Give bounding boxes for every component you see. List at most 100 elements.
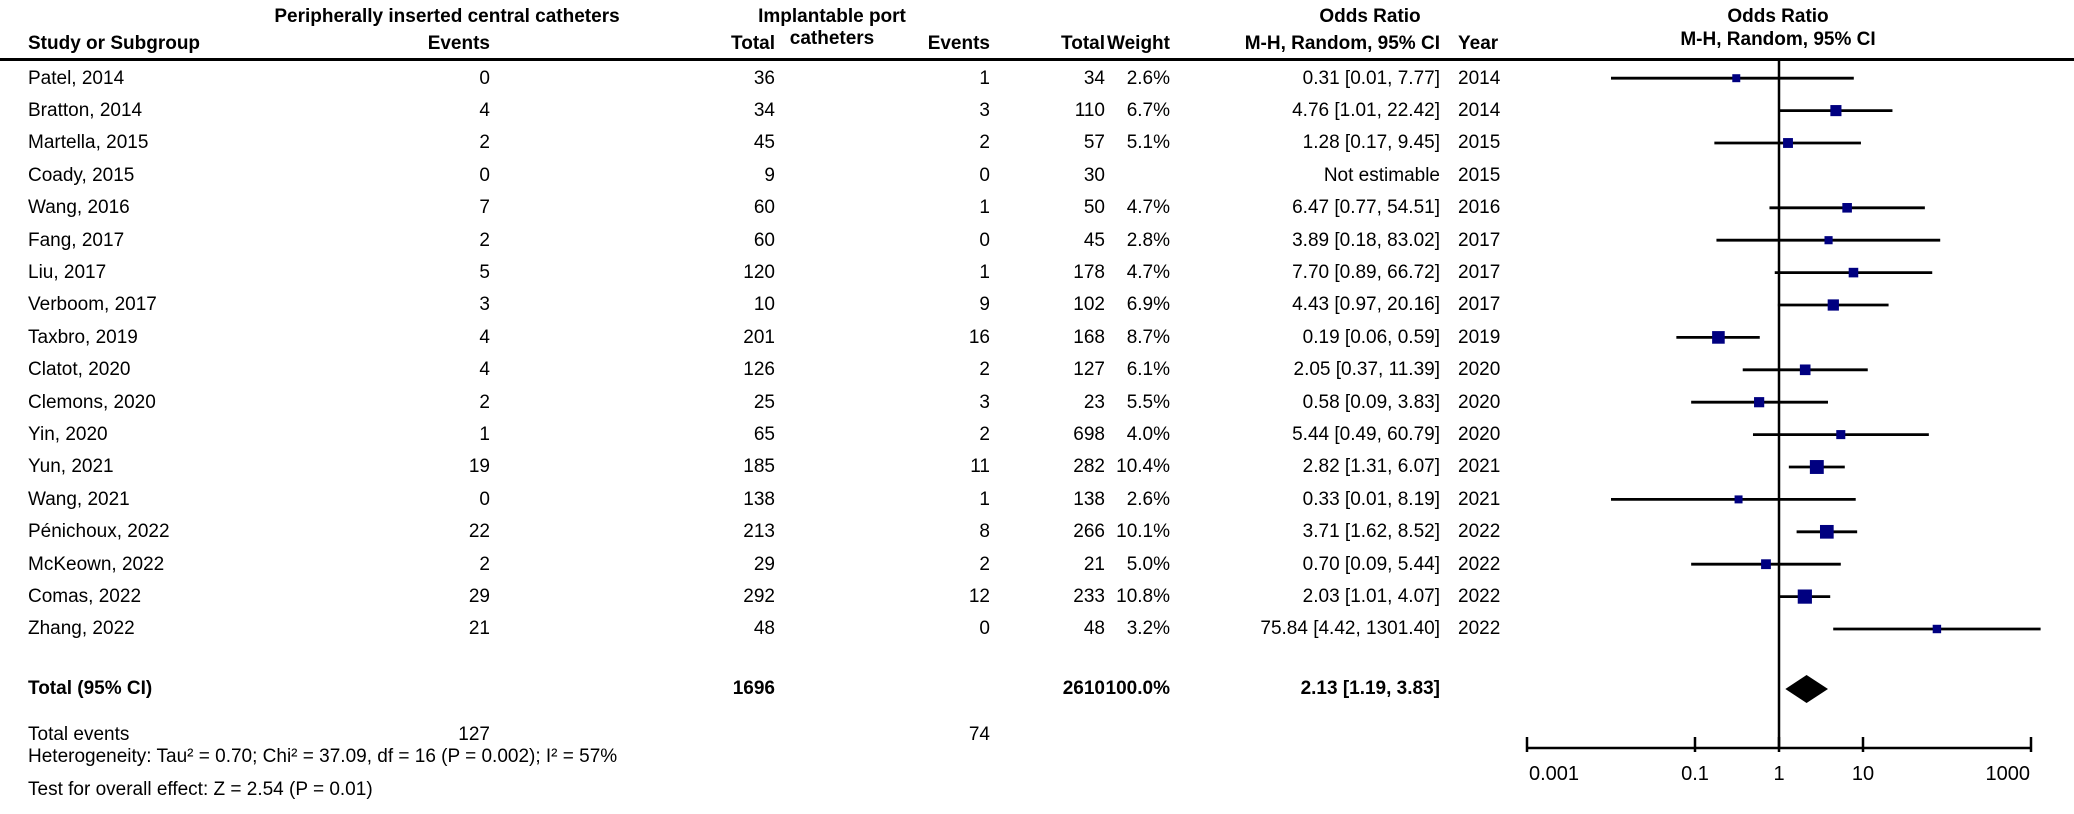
or-ci-cell: 0.19 [0.06, 0.59] [1302,326,1440,348]
year-cell: 2021 [1458,488,1501,510]
year-cell: 2017 [1458,261,1501,283]
or-marker [1734,495,1743,504]
study-name: Yin, 2020 [28,423,108,445]
study-row: Yun, 2021 19 185 11 282 10.4% 2.82 [1.31, 6.07… [0,451,1518,484]
study-row: Zhang, 2022 21 48 0 48 3.2% 75.84 [4.42, 1301.… [0,613,1518,646]
study-name: Zhang, 2022 [28,618,135,640]
or-marker [1827,299,1839,311]
study-row: Taxbro, 2019 4 201 16 168 8.7% 0.19 [0.06, 0.5… [0,321,1518,354]
or-marker [1830,105,1842,117]
port-total-cell: 34 [1083,67,1105,89]
weight-cell: 4.7% [1126,261,1170,283]
picc-events-cell: 29 [468,585,490,607]
picc-events-cell: 4 [479,99,490,121]
study-name: Comas, 2022 [28,585,142,607]
study-row: Clatot, 2020 4 126 2 127 6.1% 2.05 [0.37, 11.3… [0,354,1518,387]
axis-tick-label: 0.001 [1529,763,1579,785]
col-header-mh-ci: M-H, Random, 95% CI [1244,32,1440,54]
or-marker [1824,236,1833,245]
study-row: McKeown, 2022 2 29 2 21 5.0% 0.70 [0.09, 5.44]… [0,548,1518,581]
port-events-cell: 1 [979,67,990,89]
picc-total-cell: 126 [743,359,775,381]
year-cell: 2021 [1458,456,1501,478]
weight-cell: 8.7% [1126,326,1170,348]
port-total-cell: 282 [1073,456,1105,478]
port-events-cell: 2 [979,132,990,154]
study-row: Coady, 2015 0 9 0 30 Not estimable 2015 [0,159,1518,192]
port-total-cell: 178 [1073,261,1105,283]
or-ci-cell: 0.58 [0.09, 3.83] [1302,391,1440,413]
weight-cell: 3.2% [1126,618,1170,640]
study-name: Bratton, 2014 [28,99,143,121]
odds-ratio-header-left: Odds Ratio [1319,6,1421,27]
col-header-picc-total: Total [731,32,775,54]
port-total-cell: 110 [1074,99,1105,121]
year-cell: 2020 [1458,391,1501,413]
total-label: Total (95% CI) [28,677,153,699]
or-marker [1712,331,1725,344]
weight-cell: 2.6% [1126,488,1170,510]
port-events-cell: 3 [979,99,990,121]
port-total-cell: 21 [1083,553,1105,575]
port-events-cell: 0 [979,618,990,640]
picc-events-cell: 1 [479,423,490,445]
year-cell: 2022 [1458,585,1501,607]
weight-cell: 5.0% [1126,553,1170,575]
header-divider [0,58,2074,61]
or-ci-cell: 4.76 [1.01, 22.42] [1292,99,1440,121]
study-name: Martella, 2015 [28,132,149,154]
port-total-cell: 127 [1073,359,1105,381]
total-or-ci: 2.13 [1.19, 3.83] [1300,677,1440,699]
pooled-diamond [1785,675,1828,703]
picc-events-cell: 22 [468,521,490,543]
picc-events-cell: 0 [479,67,490,89]
study-name: Pénichoux, 2022 [28,521,170,543]
picc-total-cell: 120 [743,261,775,283]
port-total-cell: 30 [1083,164,1105,186]
year-cell: 2022 [1458,618,1501,640]
weight-cell: 5.5% [1126,391,1170,413]
port-events-cell: 2 [979,423,990,445]
picc-events-cell: 0 [479,164,490,186]
year-cell: 2020 [1458,359,1501,381]
port-events-cell: 8 [979,521,990,543]
study-name: Liu, 2017 [28,261,107,283]
port-total-cell: 45 [1083,229,1105,251]
weight-cell: 10.8% [1116,585,1170,607]
or-ci-cell: 0.31 [0.01, 7.77] [1302,67,1440,89]
total-picc-total: 1696 [732,677,775,699]
picc-total-cell: 45 [753,132,775,154]
or-ci-cell: 75.84 [4.42, 1301.40] [1260,618,1440,640]
odds-ratio-header-right: Odds Ratio [1727,6,1829,27]
weight-cell: 6.9% [1126,294,1170,316]
total-events-row: Total events 127 74 [0,718,1518,751]
picc-events-cell: 19 [468,456,490,478]
port-events-cell: 9 [979,294,990,316]
total-events-label: Total events [28,723,130,745]
year-cell: 2014 [1458,99,1501,121]
or-ci-cell: 6.47 [0.77, 54.51] [1292,197,1440,219]
study-name: Coady, 2015 [28,164,135,186]
picc-events-cell: 7 [479,197,490,219]
picc-events-cell: 21 [468,618,490,640]
port-events-cell: 2 [979,553,990,575]
total-events-picc: 127 [458,723,490,745]
port-events-cell: 11 [970,456,990,478]
or-ci-cell: 3.71 [1.62, 8.52] [1302,521,1440,543]
or-ci-cell: 7.70 [0.89, 66.72] [1292,261,1440,283]
weight-cell: 2.8% [1126,229,1170,251]
picc-total-cell: 10 [753,294,775,316]
or-marker [1761,559,1771,570]
picc-total-cell: 9 [764,164,775,186]
group-header-port: Implantable port catheters [758,6,906,49]
study-row: Martella, 2015 2 45 2 57 5.1% 1.28 [0.17, 9.45… [0,127,1518,160]
weight-cell: 2.6% [1126,67,1170,89]
or-ci-cell: 4.43 [0.97, 20.16] [1292,294,1440,316]
port-events-cell: 1 [979,261,990,283]
col-header-weight: Weight [1107,32,1170,54]
or-ci-cell: 1.28 [0.17, 9.45] [1302,132,1440,154]
picc-events-cell: 2 [479,132,490,154]
total-events-port: 74 [968,723,990,745]
study-row: Patel, 2014 0 36 1 34 2.6% 0.31 [0.01, 7.77] 20… [0,62,1518,95]
port-total-cell: 48 [1083,618,1105,640]
